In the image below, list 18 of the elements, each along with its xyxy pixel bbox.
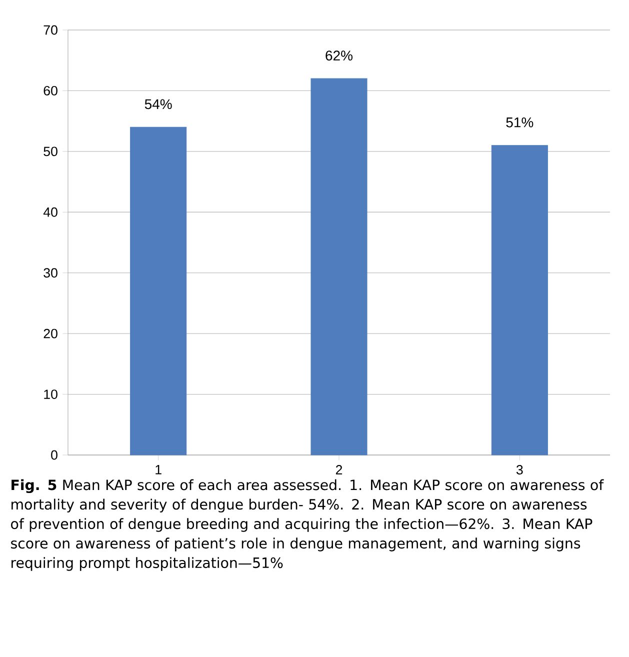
data-label: 62% <box>326 50 352 61</box>
y-tick-label: 40 <box>43 207 58 217</box>
y-tick-label: 20 <box>44 328 58 338</box>
x-tick-label: 1 <box>156 465 162 474</box>
bar <box>310 78 368 456</box>
bar <box>491 145 548 456</box>
x-tick-label: 3 <box>516 465 523 474</box>
y-tick-label: 70 <box>44 25 58 35</box>
text: Fig. 5 Mean KAP score of each area assessed. 1. Mean KAP score on awareness of mortality and severity of dengue burden- 54%. 2. Mean KAP score on awareness of prevention of dengue breeding and acquiring the infection—62%. 3. Mean KAP score on awareness of patient’s role in dengue management, and warning signs requiring prompt hospitalization—51% <box>11 479 604 571</box>
y-tick-label: 10 <box>44 390 58 399</box>
data-label: 51% <box>506 117 534 128</box>
y-tick-label: 50 <box>44 146 58 156</box>
bar <box>130 126 187 456</box>
y-tick-label: 60 <box>44 86 58 96</box>
x-tick-label: 2 <box>336 465 342 474</box>
y-tick-label: 0 <box>51 450 58 460</box>
data-label: 54% <box>144 99 172 110</box>
y-tick-label: 30 <box>44 268 58 278</box>
